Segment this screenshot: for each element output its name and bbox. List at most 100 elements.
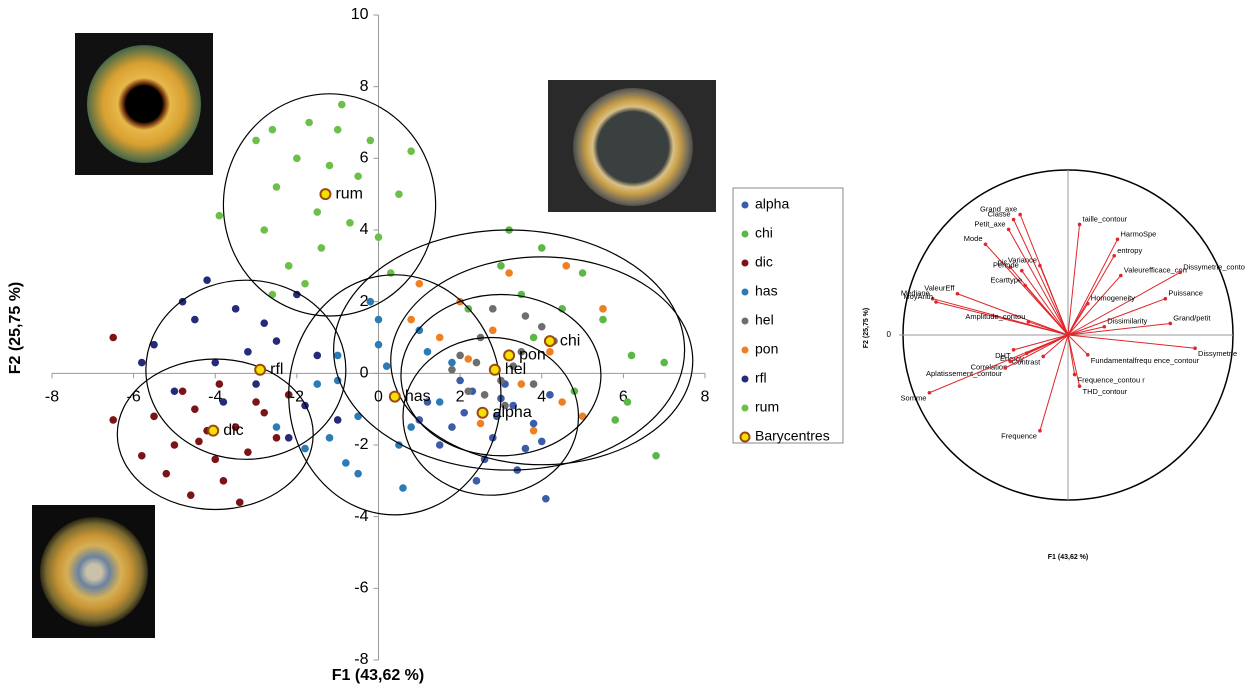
barycentre xyxy=(503,349,516,362)
data-point xyxy=(260,226,269,234)
data-point xyxy=(272,423,281,431)
loading-vector xyxy=(1067,322,1171,336)
barycentre xyxy=(319,188,332,201)
data-point xyxy=(460,408,469,417)
data-point xyxy=(137,358,146,367)
data-point xyxy=(399,484,407,492)
confidence-ellipse xyxy=(288,274,502,516)
y-tick-label: -6 xyxy=(354,580,368,597)
data-point xyxy=(170,387,179,396)
vector-label: Petit_axe xyxy=(974,219,1005,228)
vector-tip xyxy=(1041,354,1046,359)
data-point xyxy=(231,305,240,313)
vector-label: Dissymetrie_conto xyxy=(1183,262,1245,271)
vector-tip xyxy=(1163,296,1168,301)
loading-vector xyxy=(1067,334,1089,356)
vector-label: Amplitude_contou xyxy=(965,312,1025,321)
y-axis-title: F2 (25,75 %) xyxy=(7,282,24,374)
data-point xyxy=(546,391,554,399)
loading-vector xyxy=(1013,334,1069,351)
data-point xyxy=(558,398,566,406)
data-point xyxy=(456,376,464,385)
x-tick-label: -2 xyxy=(290,389,304,406)
data-point xyxy=(325,434,334,442)
vector-tip xyxy=(1018,212,1022,217)
vector-label: Somme xyxy=(901,394,927,403)
data-point xyxy=(333,351,342,360)
data-point xyxy=(215,211,224,220)
data-point xyxy=(195,437,203,446)
data-point xyxy=(203,276,211,284)
data-point xyxy=(407,147,415,155)
data-point xyxy=(215,380,224,388)
data-point xyxy=(333,125,342,134)
data-point xyxy=(448,358,456,367)
x-axis-title: F1 (43,62 %) xyxy=(332,667,424,684)
vector-tip xyxy=(1011,348,1016,352)
vector-tip xyxy=(1193,346,1197,351)
vector-tip xyxy=(1168,321,1173,326)
data-point xyxy=(366,136,375,145)
vector-label: Grand/petit xyxy=(1173,313,1211,322)
data-point xyxy=(652,451,660,460)
legend-swatch xyxy=(741,375,749,383)
data-point xyxy=(578,412,587,421)
data-point xyxy=(423,398,432,406)
legend-swatch xyxy=(741,230,749,238)
barycentre xyxy=(207,424,220,437)
data-point xyxy=(346,219,354,227)
barycentre-label: alpha xyxy=(493,404,532,421)
x-tick-label: -4 xyxy=(208,389,222,406)
confidence-ellipse xyxy=(145,279,347,460)
data-point xyxy=(562,262,571,270)
vector-tip xyxy=(934,300,938,304)
legend-label: hel xyxy=(755,312,774,328)
data-point xyxy=(415,326,424,335)
vector-tip xyxy=(1115,237,1120,242)
data-point xyxy=(268,290,277,299)
data-point xyxy=(509,362,517,370)
vector-label: THD_contour xyxy=(1083,387,1128,396)
vector-label: Dissimilarity xyxy=(1107,317,1147,326)
data-point xyxy=(435,333,444,342)
vector-label: taille_contour xyxy=(1083,214,1128,223)
vector-tip xyxy=(1008,359,1013,364)
data-point xyxy=(578,269,587,277)
vector-label: Variance xyxy=(1008,256,1037,265)
data-point xyxy=(191,405,199,413)
vector-tip xyxy=(1178,270,1182,275)
data-point xyxy=(627,351,636,360)
data-point xyxy=(211,358,220,367)
data-point xyxy=(219,398,228,406)
data-point xyxy=(407,423,415,431)
loading-vector xyxy=(1039,334,1069,431)
data-point xyxy=(293,290,301,299)
y-tick-label: 8 xyxy=(360,78,369,95)
vector-label: Puissance xyxy=(1168,289,1203,298)
barycentre-label: chi xyxy=(560,332,580,349)
x-tick-label: -6 xyxy=(127,389,141,406)
data-point xyxy=(386,269,395,277)
barycentre xyxy=(388,390,401,403)
data-point xyxy=(509,401,517,410)
vector-tip xyxy=(1119,273,1123,278)
data-point xyxy=(325,161,334,170)
loading-vector xyxy=(1008,229,1069,336)
photo xyxy=(75,33,213,175)
y-tick-label: -8 xyxy=(354,651,368,668)
data-point xyxy=(150,412,158,421)
data-point xyxy=(313,380,322,388)
data-point xyxy=(529,333,538,342)
legend-swatch xyxy=(741,201,749,209)
vector-label: Contrast xyxy=(1012,357,1041,366)
data-point xyxy=(456,351,464,360)
data-point xyxy=(342,459,350,467)
vector-tip xyxy=(930,296,935,301)
data-point xyxy=(517,380,526,388)
vector-tip xyxy=(1112,254,1116,258)
vector-tip xyxy=(927,390,932,395)
data-point xyxy=(497,376,505,385)
loading-vector xyxy=(1067,326,1105,336)
loading-vector xyxy=(1067,271,1181,336)
data-point xyxy=(137,451,146,460)
